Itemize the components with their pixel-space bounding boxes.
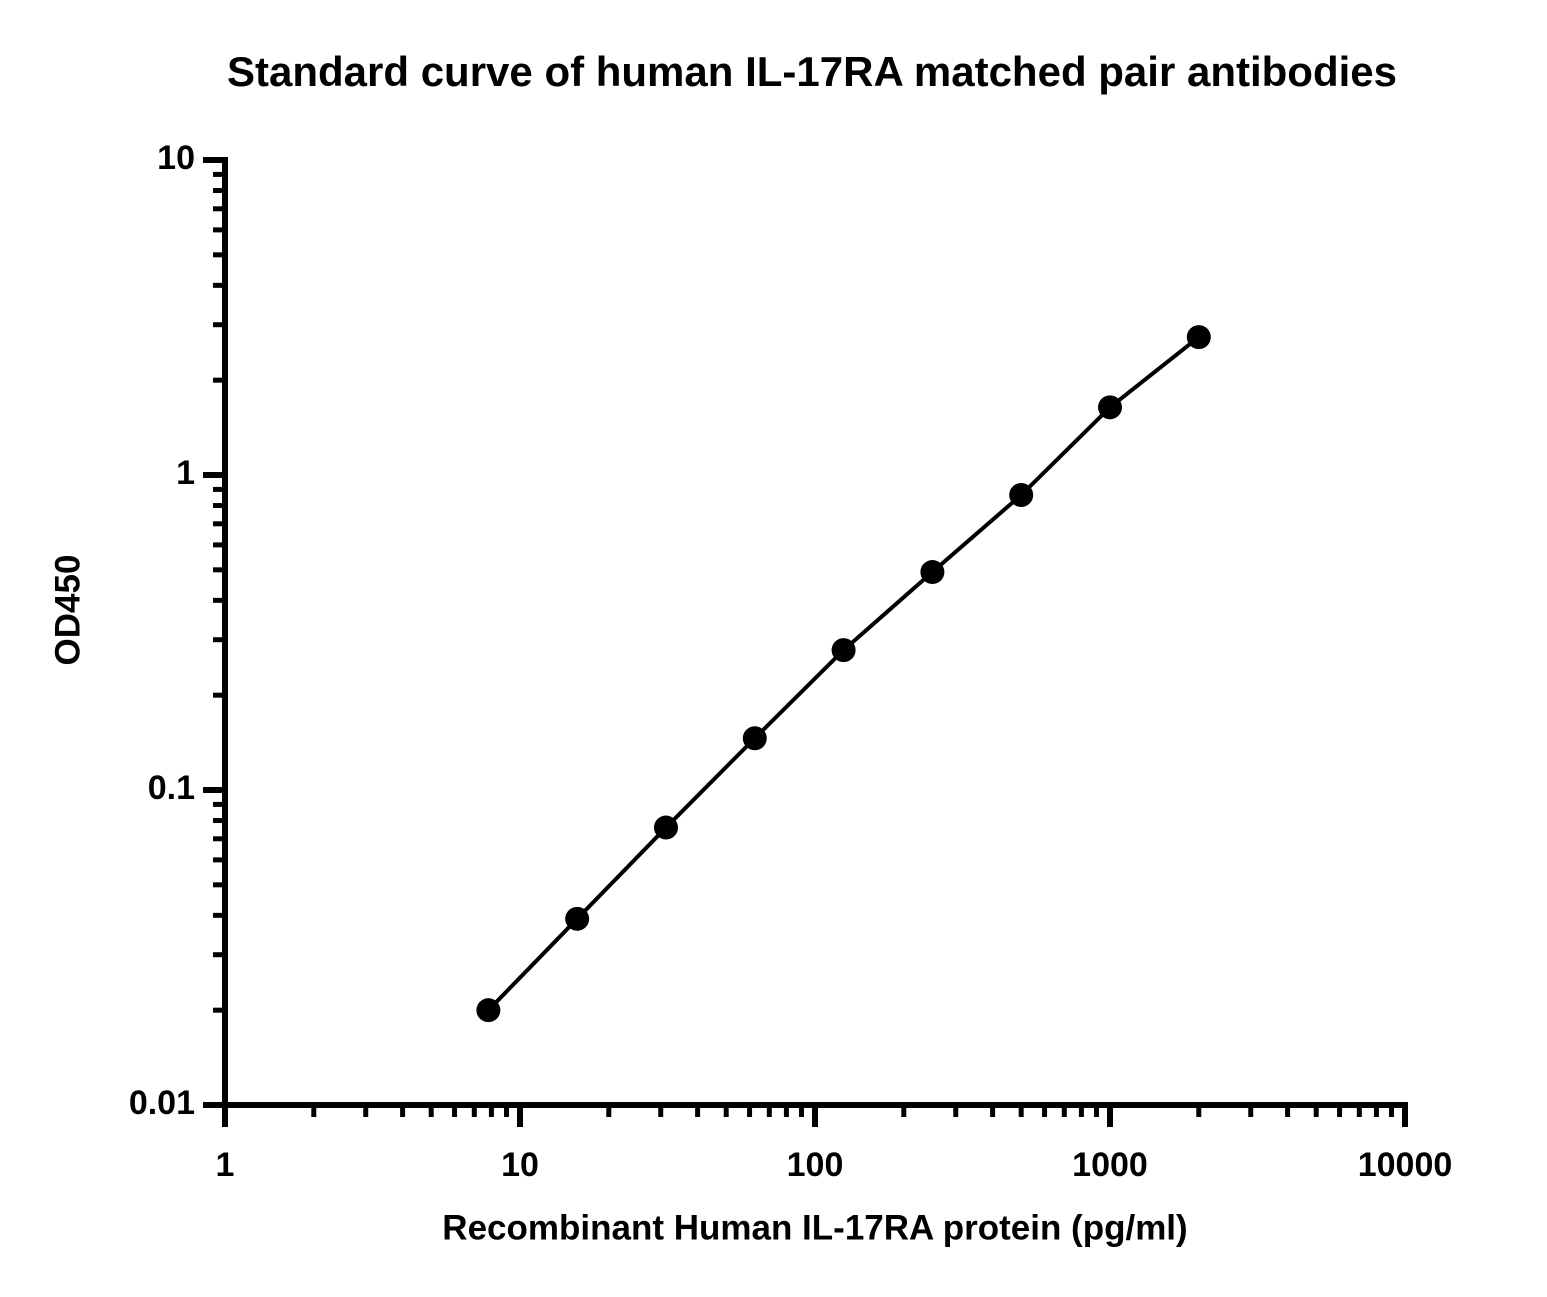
data-point (1009, 482, 1034, 507)
x-tick-label: 10000 (1358, 1146, 1453, 1184)
y-tick-label: 0.01 (129, 1084, 195, 1122)
x-tick-label: 1000 (1072, 1146, 1148, 1184)
y-axis-label: OD450 (48, 555, 87, 666)
data-point (565, 906, 590, 931)
data-point (1098, 395, 1122, 420)
x-axis-label: Recombinant Human IL-17RA protein (pg/ml… (442, 1208, 1187, 1247)
x-tick-label: 10 (501, 1146, 539, 1184)
data-point (831, 638, 856, 663)
y-tick-label: 0.1 (148, 769, 195, 807)
y-tick-label: 1 (176, 454, 195, 492)
data-point (1186, 325, 1211, 350)
data-point (920, 560, 945, 585)
chart-title: Standard curve of human IL-17RA matched … (227, 48, 1397, 95)
data-point (742, 726, 767, 751)
data-line (486, 335, 1201, 1012)
y-tick-label: 10 (157, 139, 195, 177)
x-tick-label: 100 (787, 1146, 844, 1184)
data-point (476, 998, 501, 1023)
data-point (653, 815, 678, 840)
x-tick-label: 1 (216, 1146, 235, 1184)
